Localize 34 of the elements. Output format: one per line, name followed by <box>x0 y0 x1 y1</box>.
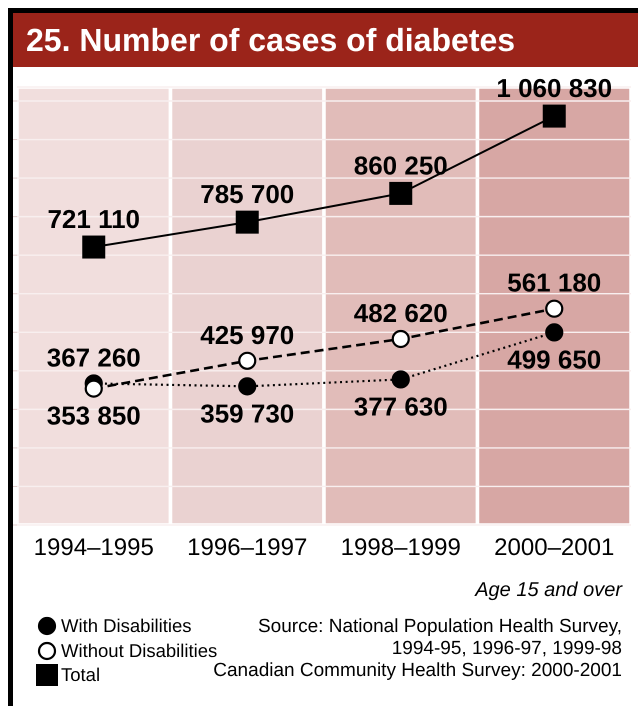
point <box>84 380 103 398</box>
x-tick-label: 2000–2001 <box>494 534 614 562</box>
data-label: 1 060 830 <box>496 73 612 104</box>
data-label: 561 180 <box>507 268 602 298</box>
source-note: Source: National Population Health Survey, 1994-95, 1996-97, 1999-98 <box>258 616 622 659</box>
legend-label: With Disabilities <box>61 615 192 638</box>
text: Age 15 and over <box>475 579 622 601</box>
point <box>238 377 256 396</box>
data-label: 499 650 <box>507 344 602 374</box>
point <box>82 236 106 259</box>
chart-title: 25. Number of cases of diabetes <box>26 21 516 60</box>
legend-label: Total <box>61 664 100 686</box>
data-label: 367 260 <box>46 342 141 372</box>
data-label: 359 730 <box>200 398 294 428</box>
data-label: 377 630 <box>354 391 448 422</box>
data-label: 785 700 <box>200 179 294 210</box>
data-label: 482 620 <box>354 298 448 328</box>
point <box>238 352 256 370</box>
point <box>236 210 259 234</box>
point <box>389 182 412 205</box>
data-label: 860 250 <box>354 150 448 180</box>
point <box>392 370 410 389</box>
x-tick-label: 1994–1995 <box>34 534 154 562</box>
point <box>545 300 564 318</box>
legend-label: Without Disabilities <box>61 640 218 662</box>
data-label: 353 850 <box>46 400 141 431</box>
point <box>392 330 410 348</box>
x-tick-label: 1996–1997 <box>187 534 308 562</box>
text: Canadian Community Health Survey: 2000-2001 <box>213 660 622 681</box>
point <box>542 104 566 128</box>
x-tick-label: 1998–1999 <box>340 534 461 562</box>
point <box>545 323 564 342</box>
data-label: 425 970 <box>200 320 294 350</box>
data-label: 721 110 <box>47 204 140 234</box>
